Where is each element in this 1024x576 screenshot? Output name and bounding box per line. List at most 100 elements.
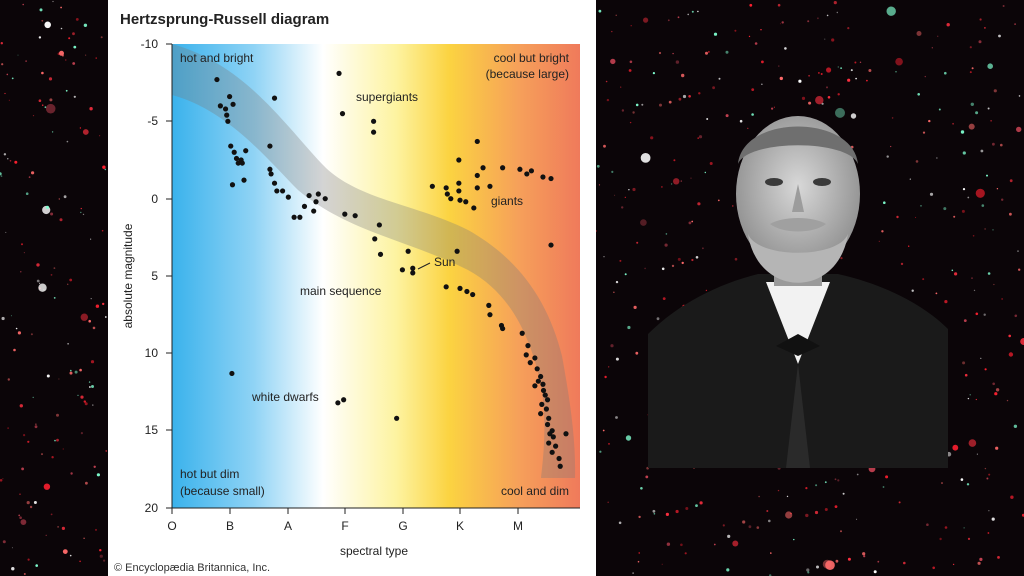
- star-data-point: [456, 180, 462, 186]
- region-label-cool-bright: cool but bright: [494, 51, 570, 65]
- star-data-point: [487, 183, 493, 189]
- star-data-point: [239, 160, 245, 166]
- star-data-point: [235, 160, 241, 166]
- y-axis-ticks: -10 -5 0 5 10 15 20: [141, 37, 172, 515]
- star-data-point: [377, 251, 384, 257]
- star-data-point: [228, 143, 234, 149]
- star-data-point: [456, 157, 462, 163]
- star-data-point: [548, 175, 554, 182]
- star-data-point: [527, 360, 533, 366]
- star-data-point: [546, 440, 552, 446]
- star-data-point: [456, 188, 462, 194]
- annotation-white-dwarfs: white dwarfs: [251, 390, 319, 404]
- data-points: [214, 70, 569, 469]
- star-data-point: [532, 355, 538, 361]
- star-data-point: [229, 182, 236, 188]
- star-data-point: [233, 155, 240, 162]
- chart-title: Hertzsprung-Russell diagram: [120, 11, 329, 28]
- star-data-point: [297, 214, 303, 220]
- star-data-point: [341, 397, 347, 403]
- star-data-point: [225, 118, 231, 124]
- y-axis-label: absolute magnitude: [121, 223, 135, 328]
- star-data-point: [540, 381, 546, 387]
- star-data-point: [532, 383, 538, 389]
- star-data-point: [556, 455, 562, 462]
- star-data-point: [550, 434, 556, 440]
- star-data-point: [405, 248, 411, 254]
- star-data-point: [352, 213, 358, 219]
- region-label-hot-bright: hot and bright: [180, 51, 254, 65]
- region-label-cool-dim: cool and dim: [501, 484, 569, 498]
- star-data-point: [399, 267, 405, 273]
- star-data-point: [274, 188, 280, 194]
- star-data-point: [222, 106, 229, 112]
- star-data-point: [540, 174, 546, 180]
- star-data-point: [487, 312, 493, 318]
- region-label-cool-bright-note: (because large): [486, 67, 569, 81]
- x-tick-label: A: [284, 519, 292, 533]
- star-data-point: [557, 463, 563, 469]
- x-axis-ticks: O B A F G K M: [167, 508, 523, 533]
- star-data-point: [285, 194, 291, 200]
- star-data-point: [519, 330, 525, 336]
- y-tick-label: -5: [147, 114, 158, 128]
- star-data-point: [394, 415, 400, 421]
- star-data-point: [464, 288, 470, 295]
- star-data-point: [291, 214, 297, 220]
- star-data-point: [474, 172, 480, 179]
- star-data-point: [301, 203, 308, 209]
- star-data-point: [267, 166, 273, 172]
- star-data-point: [306, 192, 312, 199]
- star-data-point: [371, 118, 377, 124]
- star-data-point: [371, 129, 377, 135]
- star-data-point: [471, 205, 477, 211]
- star-data-point: [227, 93, 233, 100]
- star-data-point: [543, 406, 549, 412]
- star-data-point: [486, 302, 492, 308]
- star-data-point: [267, 143, 273, 149]
- star-data-point: [457, 197, 463, 203]
- star-data-point: [224, 112, 230, 118]
- star-data-point: [546, 415, 552, 421]
- star-data-point: [313, 199, 319, 205]
- x-tick-label: O: [167, 519, 176, 533]
- star-data-point: [376, 222, 382, 228]
- star-data-point: [443, 185, 449, 191]
- star-data-point: [480, 165, 486, 171]
- star-data-point: [271, 180, 278, 186]
- star-data-point: [470, 291, 476, 298]
- annotation-giants: giants: [491, 194, 523, 208]
- x-tick-label: G: [398, 519, 407, 533]
- region-label-hot-dim-note: (because small): [180, 484, 265, 498]
- star-data-point: [429, 183, 435, 189]
- star-data-point: [229, 370, 235, 377]
- star-data-point: [271, 95, 278, 101]
- y-tick-label: 15: [145, 423, 159, 437]
- star-data-point: [217, 103, 223, 109]
- star-data-point: [542, 392, 548, 398]
- star-data-point: [268, 171, 274, 177]
- star-data-point: [528, 168, 535, 174]
- star-data-point: [339, 111, 346, 117]
- star-data-point: [335, 400, 341, 406]
- star-data-point: [538, 373, 544, 380]
- star-data-point: [454, 248, 460, 254]
- y-tick-label: 10: [145, 346, 159, 360]
- annotation-supergiants: supergiants: [356, 90, 418, 104]
- y-tick-label: 0: [151, 192, 158, 206]
- star-data-point: [443, 284, 449, 290]
- star-data-point: [540, 387, 547, 394]
- star-data-point: [523, 352, 529, 358]
- x-tick-label: F: [341, 519, 348, 533]
- sun-leader-line: [417, 262, 431, 270]
- star-data-point: [410, 270, 416, 276]
- x-axis-label: spectral type: [340, 544, 408, 558]
- star-data-point: [336, 70, 342, 76]
- annotation-sun: Sun: [434, 255, 455, 269]
- star-data-point: [463, 199, 469, 205]
- annotation-main-sequence: main sequence: [300, 284, 382, 298]
- x-tick-label: B: [226, 519, 234, 533]
- y-tick-label: -10: [141, 37, 159, 51]
- star-data-point: [279, 188, 286, 194]
- y-tick-label: 20: [145, 501, 159, 515]
